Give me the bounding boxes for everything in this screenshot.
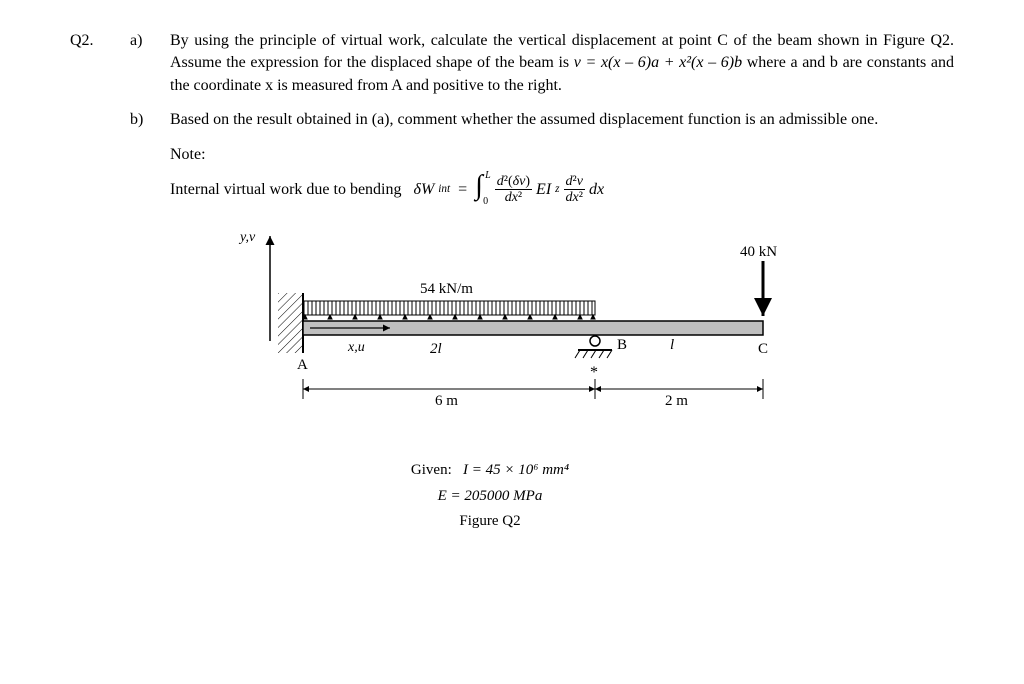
span1-label: 2l	[430, 341, 442, 357]
point-load-label: 40 kN	[740, 244, 777, 260]
question-number-blank	[70, 109, 130, 131]
q2b-text: Based on the result obtained in (a), com…	[170, 109, 954, 131]
yv-axis-label: y,v	[238, 230, 256, 245]
label-C: C	[758, 341, 768, 357]
part-label-a: a)	[130, 30, 170, 97]
q2a-eq: v = x(x – 6)a + x²(x – 6)b	[574, 54, 742, 71]
note-block: Note: Internal virtual work due to bendi…	[170, 144, 954, 206]
label-B: B	[617, 337, 627, 353]
dim1-label: 6 m	[435, 393, 458, 409]
q2a-text: By using the principle of virtual work, …	[170, 30, 954, 97]
beam-figure: y,v 54 kN/m x,u 40 kN	[230, 231, 830, 438]
note-text: Internal virtual work due to bending	[170, 179, 402, 201]
figure-caption: Figure Q2	[230, 509, 750, 535]
span2-label: l	[670, 337, 674, 353]
q2a-row: Q2. a) By using the principle of virtual…	[70, 30, 954, 97]
xu-axis-label: x,u	[347, 340, 365, 355]
given-block: Given: I = 45 × 10⁶ mm⁴ E = 205000 MPa F…	[230, 458, 750, 535]
note-label: Note:	[170, 144, 954, 166]
svg-text:*: *	[590, 364, 598, 381]
part-label-b: b)	[130, 109, 170, 131]
label-A: A	[297, 357, 308, 373]
given-prefix: Given:	[411, 462, 452, 478]
beam-svg: y,v 54 kN/m x,u 40 kN	[230, 231, 830, 431]
udl-label: 54 kN/m	[420, 281, 473, 297]
dim2-label: 2 m	[665, 393, 688, 409]
note-equation: Internal virtual work due to bending δWi…	[170, 174, 954, 206]
question-number: Q2.	[70, 30, 130, 97]
given-I: I = 45 × 10⁶ mm⁴	[463, 462, 569, 478]
given-E: E = 205000 MPa	[438, 488, 543, 504]
q2b-row: b) Based on the result obtained in (a), …	[70, 109, 954, 131]
